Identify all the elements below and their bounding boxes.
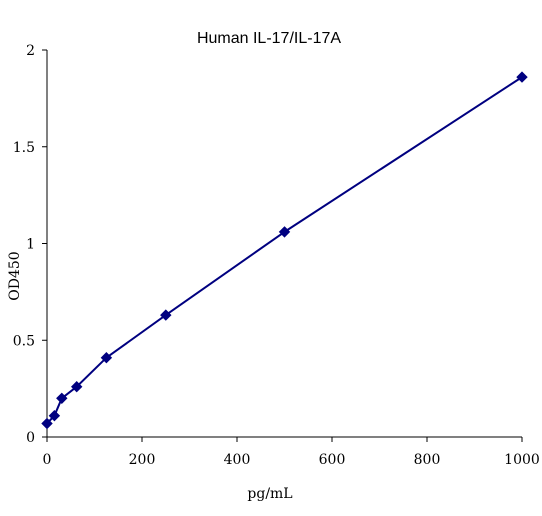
y-tick-label: 1 xyxy=(26,237,35,253)
y-axis-label: OD450 xyxy=(7,251,23,300)
y-tick-label: 2 xyxy=(26,43,35,59)
y-tick-label: 0 xyxy=(26,430,35,446)
chart-title: Human IL-17/IL-17A xyxy=(197,30,341,47)
data-point-marker xyxy=(41,417,53,430)
data-point-marker xyxy=(100,351,113,364)
y-axis-ticks: 0 0.5 1 1.5 2 xyxy=(13,43,47,446)
x-tick-label: 200 xyxy=(129,452,156,468)
data-point-marker xyxy=(160,309,172,321)
data-point-marker xyxy=(48,409,61,422)
data-point-marker xyxy=(516,71,528,83)
x-tick-label: 0 xyxy=(43,452,52,468)
data-series xyxy=(41,71,528,430)
x-tick-label: 800 xyxy=(414,452,441,468)
x-tick-label: 1000 xyxy=(504,452,540,468)
data-point-marker xyxy=(278,226,291,238)
x-tick-label: 600 xyxy=(319,452,346,468)
x-tick-label: 400 xyxy=(224,452,251,468)
data-point-marker xyxy=(56,392,68,405)
x-axis-label: pg/mL xyxy=(247,486,292,502)
x-axis-ticks: 0 200 400 600 800 1000 xyxy=(43,437,540,468)
axes xyxy=(46,50,522,438)
y-tick-label: 0.5 xyxy=(13,333,35,349)
y-tick-label: 1.5 xyxy=(13,140,35,156)
series-line xyxy=(46,76,523,425)
data-point-marker xyxy=(70,380,83,393)
